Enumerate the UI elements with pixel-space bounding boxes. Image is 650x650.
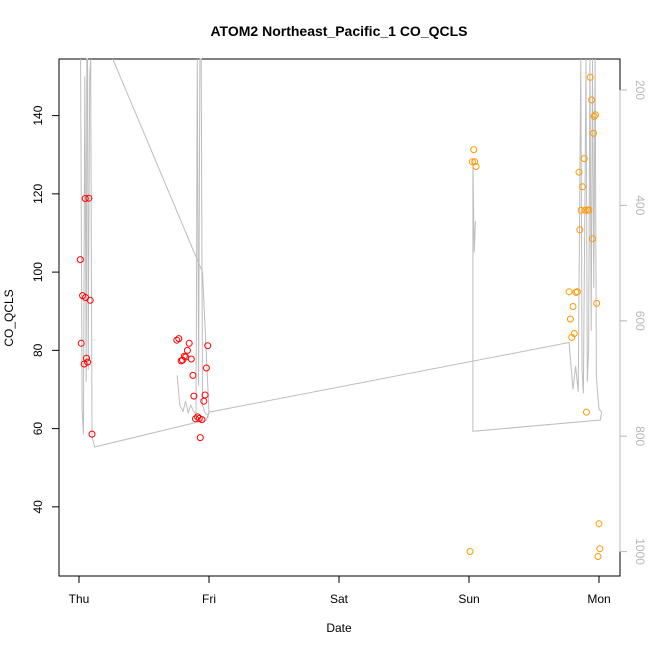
data-point xyxy=(573,288,581,296)
data-point xyxy=(77,339,85,347)
data-point xyxy=(581,206,589,214)
data-point xyxy=(185,339,193,347)
y-tick-label: 100 xyxy=(31,262,45,282)
right-tick-label: 200 xyxy=(633,80,647,100)
data-point xyxy=(589,235,596,243)
y-tick-label: 60 xyxy=(31,422,45,436)
data-point xyxy=(590,112,598,120)
data-point xyxy=(196,434,204,442)
data-point xyxy=(190,392,198,400)
x-tick-label: Thu xyxy=(69,592,90,606)
data-point xyxy=(576,226,584,234)
data-point xyxy=(575,168,583,176)
data-point xyxy=(588,96,595,104)
data-point xyxy=(81,195,89,202)
data-point xyxy=(76,256,84,264)
data-point xyxy=(570,330,578,337)
data-point xyxy=(88,430,96,438)
profile-lines xyxy=(80,58,603,448)
data-point xyxy=(192,415,199,423)
x-tick-label: Sat xyxy=(330,592,349,606)
x-tick-label: Fri xyxy=(202,592,216,606)
y-tick-label: 40 xyxy=(31,500,45,514)
data-point xyxy=(80,360,88,368)
data-point xyxy=(180,352,188,360)
data-point xyxy=(83,354,90,362)
y-axis-left: 40 60 80 100 120 140 xyxy=(31,105,60,514)
data-point xyxy=(583,408,590,416)
x-tick-label: Sun xyxy=(458,592,479,606)
right-tick-label: 1000 xyxy=(633,538,647,565)
plot-frame xyxy=(58,58,621,577)
data-point xyxy=(204,342,212,350)
data-point xyxy=(585,206,593,214)
profile-line xyxy=(80,58,210,448)
y-tick-label: 80 xyxy=(31,343,45,357)
data-point xyxy=(590,129,597,137)
data-point xyxy=(86,296,94,304)
data-point xyxy=(466,548,474,555)
y-axis-label: CO_QCLS xyxy=(2,289,16,346)
right-tick-label: 600 xyxy=(633,311,647,331)
data-point xyxy=(565,288,573,296)
data-point xyxy=(85,194,93,202)
data-point xyxy=(594,553,602,560)
right-tick-label: 400 xyxy=(633,195,647,215)
data-point xyxy=(200,397,208,405)
data-point xyxy=(579,183,587,191)
data-point xyxy=(566,315,574,323)
data-point xyxy=(591,111,599,119)
data-point xyxy=(580,155,588,163)
data-point xyxy=(201,391,209,399)
data-point xyxy=(595,520,603,528)
data-point xyxy=(472,163,480,170)
data-point xyxy=(84,358,92,366)
x-tick-label: Mon xyxy=(587,592,610,606)
data-point xyxy=(183,346,191,354)
data-point xyxy=(189,371,197,379)
chart-title: ATOM2 Northeast_Pacific_1 CO_QCLS xyxy=(210,23,467,39)
y-axis-right: 200 400 600 800 1000 xyxy=(619,80,647,565)
x-axis: Thu Fri Sat Sun Mon xyxy=(69,575,611,606)
data-point xyxy=(173,336,181,344)
data-points xyxy=(76,73,604,560)
profile-line xyxy=(176,58,208,417)
profile-line xyxy=(207,58,603,432)
y-tick-label: 140 xyxy=(31,105,45,125)
data-point xyxy=(177,357,185,365)
data-point xyxy=(198,416,206,424)
data-point xyxy=(175,335,183,343)
data-point xyxy=(187,355,195,363)
x-axis-label: Date xyxy=(326,621,352,635)
data-point xyxy=(202,364,210,372)
data-point xyxy=(468,158,476,166)
data-point xyxy=(569,303,577,310)
data-point xyxy=(470,146,478,154)
data-point xyxy=(586,73,594,81)
right-tick-label: 800 xyxy=(633,426,647,446)
data-point xyxy=(596,545,604,553)
data-point xyxy=(471,158,479,166)
y-tick-label: 120 xyxy=(31,184,45,204)
data-point xyxy=(593,299,601,307)
